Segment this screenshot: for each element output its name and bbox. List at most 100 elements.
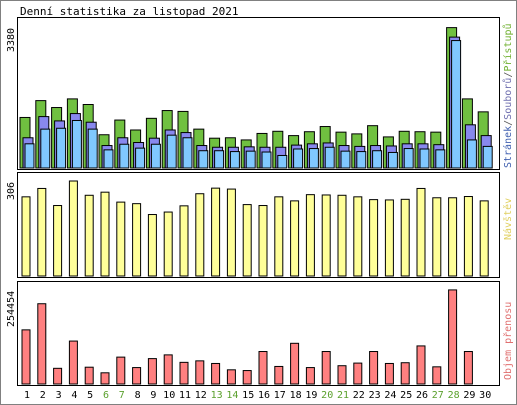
ytick-traffic: 254454 <box>6 291 17 327</box>
bar-traffic-9 <box>147 358 157 385</box>
bar-visits-29 <box>463 196 473 277</box>
bar-stránek-28 <box>451 40 462 169</box>
x-label-day-19: 19 <box>305 390 317 401</box>
x-label-day-26: 26 <box>416 390 428 401</box>
bar-stránek-25 <box>403 148 414 169</box>
bar-stránek-20 <box>324 146 335 169</box>
bar-visits-24 <box>384 199 394 277</box>
bar-visits-30 <box>479 200 489 277</box>
x-label-day-20: 20 <box>321 390 333 401</box>
bar-stránek-11 <box>182 137 193 169</box>
legend-sep-2: / <box>503 72 514 78</box>
legend-visits: Návštěv <box>502 198 514 240</box>
bar-traffic-5 <box>84 366 94 385</box>
x-label-day-24: 24 <box>384 390 396 401</box>
bar-visits-9 <box>147 214 157 277</box>
bar-visits-12 <box>195 193 205 277</box>
bar-stránek-13 <box>214 150 225 169</box>
bar-traffic-29 <box>463 351 473 385</box>
bar-visits-6 <box>100 191 110 277</box>
x-label-day-4: 4 <box>71 390 77 401</box>
ytick-hits: 3380 <box>6 28 17 52</box>
x-label-day-21: 21 <box>337 390 349 401</box>
bar-traffic-27 <box>432 366 442 385</box>
bar-traffic-14 <box>226 369 236 385</box>
bar-visits-8 <box>132 203 142 277</box>
bar-stránek-12 <box>198 150 209 169</box>
bar-traffic-11 <box>179 361 189 385</box>
bar-stránek-6 <box>103 149 114 169</box>
bar-visits-1 <box>21 196 31 277</box>
bar-visits-22 <box>353 196 363 277</box>
x-label-day-14: 14 <box>226 390 238 401</box>
bar-visits-14 <box>226 188 236 277</box>
x-label-day-11: 11 <box>179 390 191 401</box>
x-label-day-12: 12 <box>195 390 207 401</box>
x-label-day-5: 5 <box>87 390 93 401</box>
bar-stránek-26 <box>419 148 430 169</box>
bar-stránek-14 <box>229 151 240 169</box>
x-label-day-8: 8 <box>135 390 141 401</box>
legend-files: Souborů <box>502 78 514 120</box>
bar-visits-2 <box>37 187 47 277</box>
bar-layer <box>19 27 493 385</box>
bar-traffic-20 <box>321 351 331 385</box>
bar-stránek-30 <box>482 145 493 169</box>
bar-traffic-8 <box>132 367 142 385</box>
bar-visits-23 <box>369 199 379 277</box>
x-label-day-3: 3 <box>56 390 62 401</box>
x-label-day-13: 13 <box>211 390 223 401</box>
bar-stránek-15 <box>245 150 256 169</box>
bar-traffic-2 <box>37 303 47 385</box>
bar-traffic-18 <box>290 342 300 385</box>
bar-stránek-19 <box>308 148 319 169</box>
x-label-day-9: 9 <box>150 390 156 401</box>
chart-title: Denní statistika za listopad 2021 <box>20 5 239 18</box>
bar-traffic-24 <box>384 362 394 385</box>
bar-traffic-12 <box>195 360 205 385</box>
bar-visits-25 <box>400 198 410 277</box>
bar-visits-20 <box>321 194 331 277</box>
bar-visits-19 <box>305 194 315 277</box>
x-label-day-2: 2 <box>40 390 46 401</box>
bar-traffic-7 <box>116 356 126 385</box>
bar-traffic-3 <box>53 367 63 385</box>
bar-stránek-29 <box>466 139 477 169</box>
bar-traffic-16 <box>258 351 268 385</box>
bar-visits-5 <box>84 194 94 277</box>
bar-traffic-23 <box>369 351 379 385</box>
bar-visits-16 <box>258 205 268 277</box>
x-label-day-25: 25 <box>400 390 412 401</box>
x-label-day-16: 16 <box>258 390 270 401</box>
bar-traffic-15 <box>242 370 252 385</box>
bar-stránek-7 <box>119 143 130 169</box>
bar-stránek-10 <box>166 134 177 169</box>
x-label-day-22: 22 <box>353 390 365 401</box>
bar-traffic-17 <box>274 365 284 385</box>
bar-traffic-25 <box>400 362 410 385</box>
bar-traffic-10 <box>163 354 173 385</box>
bar-stránek-8 <box>135 147 146 169</box>
legend-hits-label: Přístupů <box>502 23 514 71</box>
bar-visits-11 <box>179 205 189 277</box>
bar-traffic-1 <box>21 329 31 385</box>
x-label-day-1: 1 <box>24 390 30 401</box>
bar-visits-15 <box>242 204 252 277</box>
x-label-day-29: 29 <box>463 390 475 401</box>
bar-traffic-13 <box>211 362 221 385</box>
bar-visits-26 <box>416 187 426 277</box>
bar-visits-21 <box>337 194 347 277</box>
bar-stránek-17 <box>277 154 288 169</box>
bar-visits-10 <box>163 211 173 277</box>
ytick-visits: 306 <box>6 182 17 200</box>
bar-traffic-19 <box>305 367 315 385</box>
legend-traffic: Objem přenosu <box>502 302 514 380</box>
x-label-day-7: 7 <box>119 390 125 401</box>
bar-traffic-26 <box>416 345 426 385</box>
bar-stránek-22 <box>356 151 367 169</box>
bar-visits-18 <box>290 200 300 277</box>
x-label-day-23: 23 <box>369 390 381 401</box>
bar-visits-17 <box>274 196 284 277</box>
bar-visits-27 <box>432 197 442 277</box>
bar-stránek-27 <box>435 149 446 169</box>
